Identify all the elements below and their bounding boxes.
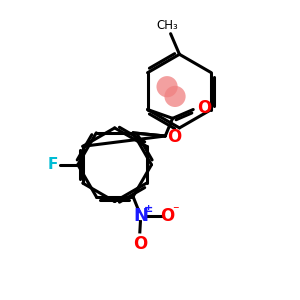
Text: ⁻: ⁻ (172, 204, 179, 217)
Text: O: O (133, 236, 147, 253)
Text: O: O (197, 99, 211, 117)
Text: O: O (160, 207, 174, 225)
Circle shape (164, 86, 186, 107)
Text: ±: ± (144, 204, 153, 214)
Text: CH₃: CH₃ (156, 19, 178, 32)
Text: O: O (168, 128, 182, 146)
Text: F: F (47, 157, 58, 172)
Circle shape (157, 76, 178, 97)
Text: N: N (133, 207, 148, 225)
